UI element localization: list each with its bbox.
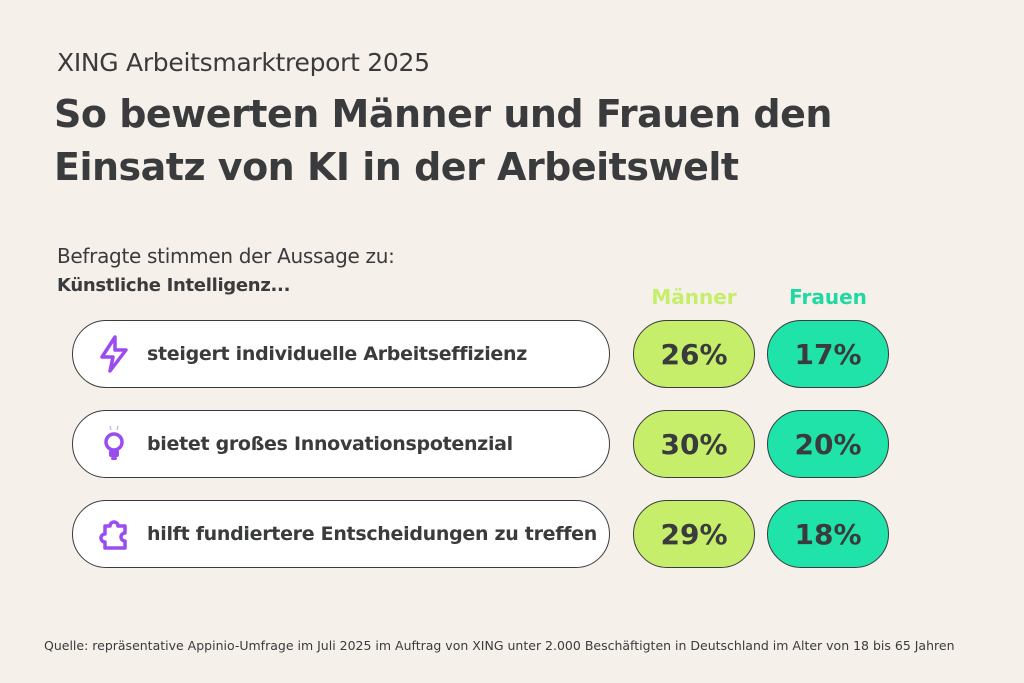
- table-row: bietet großes Innovationspotenzial 30% 2…: [72, 410, 890, 478]
- value-maenner: 30%: [633, 410, 755, 478]
- headline-line-2: Einsatz von KI in der Arbeitswelt: [54, 145, 739, 189]
- headline: So bewerten Männer und Frauen den Einsat…: [54, 88, 954, 194]
- lightning-icon: [100, 335, 128, 373]
- value-frauen: 18%: [767, 500, 889, 568]
- report-kicker: XING Arbeitsmarktreport 2025: [57, 48, 430, 77]
- value-frauen: 17%: [767, 320, 889, 388]
- column-header-maenner: Männer: [651, 285, 737, 309]
- statement-label: bietet großes Innovationspotenzial: [147, 433, 513, 455]
- value-maenner: 26%: [633, 320, 755, 388]
- statement-pill: bietet großes Innovationspotenzial: [72, 410, 610, 478]
- statement-pill: steigert individuelle Arbeitseffizienz: [72, 320, 610, 388]
- source-note: Quelle: repräsentative Appinio-Umfrage i…: [44, 638, 955, 653]
- intro-bold-text: Künstliche Intelligenz...: [57, 275, 291, 296]
- value-frauen: 20%: [767, 410, 889, 478]
- puzzle-icon: [99, 520, 127, 550]
- statement-pill: hilft fundiertere Entscheidungen zu tref…: [72, 500, 610, 568]
- value-maenner: 29%: [633, 500, 755, 568]
- table-row: steigert individuelle Arbeitseffizienz 2…: [72, 320, 890, 388]
- statement-label: hilft fundiertere Entscheidungen zu tref…: [147, 523, 597, 545]
- statement-label: steigert individuelle Arbeitseffizienz: [147, 343, 527, 365]
- lightbulb-icon: [104, 425, 124, 460]
- intro-text: Befragte stimmen der Aussage zu:: [57, 244, 395, 268]
- headline-line-1: So bewerten Männer und Frauen den: [54, 92, 832, 136]
- column-header-frauen: Frauen: [789, 285, 867, 309]
- table-row: hilft fundiertere Entscheidungen zu tref…: [72, 500, 890, 568]
